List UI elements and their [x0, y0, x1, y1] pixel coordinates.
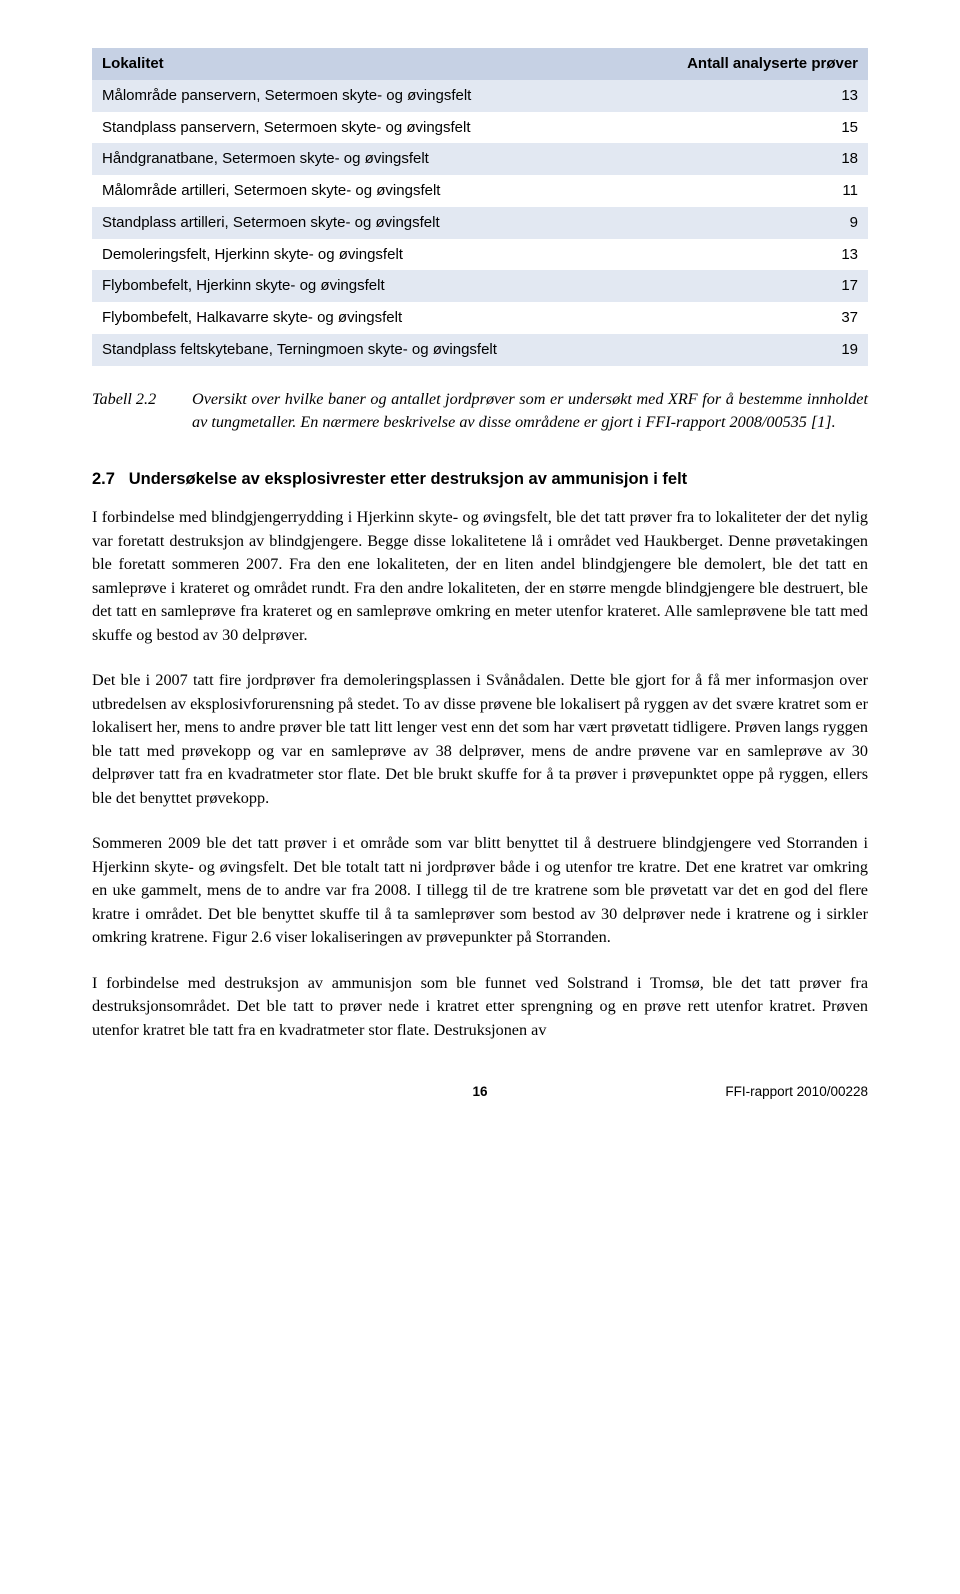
paragraph-3: Sommeren 2009 ble det tatt prøver i et o…	[92, 832, 868, 949]
page-footer: 16 FFI-rapport 2010/00228	[92, 1082, 868, 1102]
section-heading: 2.7 Undersøkelse av eksplosivrester ette…	[92, 468, 868, 492]
table-cell-antall: 18	[623, 143, 868, 175]
table-cell-lokalitet: Målområde panservern, Setermoen skyte- o…	[92, 80, 623, 112]
table-cell-antall: 9	[623, 207, 868, 239]
table-cell-lokalitet: Standplass panservern, Setermoen skyte- …	[92, 112, 623, 144]
table-cell-antall: 19	[623, 334, 868, 366]
table-cell-lokalitet: Standplass feltskytebane, Terningmoen sk…	[92, 334, 623, 366]
page-number: 16	[472, 1082, 487, 1102]
paragraph-4: I forbindelse med destruksjon av ammunis…	[92, 972, 868, 1042]
locality-table: Lokalitet Antall analyserte prøver Målom…	[92, 48, 868, 366]
table-header-lokalitet: Lokalitet	[92, 48, 623, 80]
table-cell-antall: 15	[623, 112, 868, 144]
table-row: Standplass artilleri, Setermoen skyte- o…	[92, 207, 868, 239]
table-cell-lokalitet: Målområde artilleri, Setermoen skyte- og…	[92, 175, 623, 207]
table-row: Flybombefelt, Hjerkinn skyte- og øvingsf…	[92, 270, 868, 302]
caption-label: Tabell 2.2	[92, 388, 192, 435]
table-row: Standplass panservern, Setermoen skyte- …	[92, 112, 868, 144]
table-cell-lokalitet: Flybombefelt, Halkavarre skyte- og øving…	[92, 302, 623, 334]
table-row: Demoleringsfelt, Hjerkinn skyte- og øvin…	[92, 239, 868, 271]
table-cell-antall: 37	[623, 302, 868, 334]
table-cell-antall: 11	[623, 175, 868, 207]
table-row: Målområde artilleri, Setermoen skyte- og…	[92, 175, 868, 207]
table-cell-lokalitet: Håndgranatbane, Setermoen skyte- og øvin…	[92, 143, 623, 175]
table-row: Håndgranatbane, Setermoen skyte- og øvin…	[92, 143, 868, 175]
table-cell-antall: 13	[623, 239, 868, 271]
table-caption: Tabell 2.2 Oversikt over hvilke baner og…	[92, 388, 868, 435]
caption-text: Oversikt over hvilke baner og antallet j…	[192, 388, 868, 435]
table-cell-lokalitet: Demoleringsfelt, Hjerkinn skyte- og øvin…	[92, 239, 623, 271]
table-row: Flybombefelt, Halkavarre skyte- og øving…	[92, 302, 868, 334]
report-reference: FFI-rapport 2010/00228	[725, 1082, 868, 1102]
table-row: Standplass feltskytebane, Terningmoen sk…	[92, 334, 868, 366]
table-header-antall: Antall analyserte prøver	[623, 48, 868, 80]
table-cell-antall: 17	[623, 270, 868, 302]
paragraph-2: Det ble i 2007 tatt fire jordprøver fra …	[92, 669, 868, 810]
paragraph-1: I forbindelse med blindgjengerrydding i …	[92, 506, 868, 647]
section-number: 2.7	[92, 470, 115, 488]
section-title: Undersøkelse av eksplosivrester etter de…	[129, 470, 687, 488]
table-row: Målområde panservern, Setermoen skyte- o…	[92, 80, 868, 112]
table-cell-lokalitet: Flybombefelt, Hjerkinn skyte- og øvingsf…	[92, 270, 623, 302]
table-cell-lokalitet: Standplass artilleri, Setermoen skyte- o…	[92, 207, 623, 239]
table-cell-antall: 13	[623, 80, 868, 112]
